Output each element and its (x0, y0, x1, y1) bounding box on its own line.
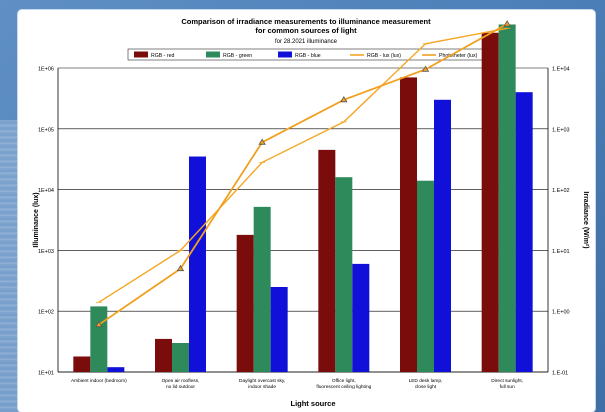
bar-rgb-blue (270, 287, 288, 372)
bar-rgb-green (417, 180, 434, 372)
y-tick-label-left: 1E+02 (38, 310, 54, 316)
legend-label: RGB - blue (295, 53, 321, 59)
x-tick-label: Open air roofless, no lid outdoor (162, 378, 200, 390)
line-marker (421, 65, 430, 72)
series-line-rgb-lux-lux- (98, 27, 508, 303)
y-tick-label-right: 1.E+00 (552, 310, 570, 316)
legend-swatch (206, 51, 220, 58)
x-tick-label: Direct sunlight, full sun (491, 378, 523, 390)
y-tick-label-right: 1.E+01 (552, 249, 570, 255)
legend-label: RGB - lux (lux) (367, 53, 401, 59)
axis-labels: 1E+01 1.E-01 1E+02 1.E+00 1E+03 1.E+01 1E+04 1.… (38, 67, 570, 391)
y-axis-title-right: Irradiance (W/m²) (582, 191, 589, 248)
lines (95, 20, 511, 328)
bar-rgb-red (400, 77, 417, 373)
y-tick-label-right: 1.E+04 (552, 67, 570, 73)
y-tick-label-right: 1.E-01 (552, 371, 568, 377)
bar-rgb-red (155, 338, 172, 372)
bar-rgb-green (253, 206, 271, 372)
x-tick-label: Ambient indoor (bedroom) (71, 378, 127, 384)
y-tick-label-left: 1E+04 (38, 188, 54, 194)
bar-rgb-blue (189, 156, 206, 372)
legend-label: Photometer (lux) (439, 53, 478, 59)
x-tick-label: Office light, fluorescent ceiling lightin… (316, 378, 371, 390)
bar-rgb-red (236, 234, 254, 372)
bar-rgb-red (73, 356, 91, 372)
legend-swatch (134, 51, 148, 58)
y-tick-label-right: 1.E+02 (552, 188, 570, 194)
bar-rgb-green (335, 177, 353, 372)
bars (73, 24, 533, 373)
bar-rgb-blue (515, 92, 533, 372)
series-line-photometer-lux- (98, 23, 508, 326)
line-marker (258, 138, 266, 145)
line-marker (503, 20, 511, 27)
y-tick-label-right: 1.E+03 (552, 127, 570, 133)
y-axis-title-left: Illuminance (lux) (33, 192, 40, 247)
line-marker (95, 320, 103, 328)
axes (57, 68, 549, 373)
legend-label: RGB - red (151, 53, 174, 59)
gridlines (58, 67, 548, 373)
bar-rgb-blue (107, 367, 125, 372)
legend-label: RGB - green (223, 53, 252, 59)
chart-subtitle: for 28.2021 illuminance (275, 39, 338, 45)
chart-title: Comparison of irradiance measurements to… (181, 17, 431, 35)
bar-rgb-green (172, 342, 189, 372)
line-marker (340, 96, 348, 103)
background-texture (0, 120, 22, 412)
bar-rgb-red (481, 32, 499, 373)
legend-swatch (278, 51, 292, 58)
bar-rgb-green (498, 24, 516, 372)
y-tick-label-left: 1E+05 (38, 127, 54, 133)
y-tick-label-left: 1E+06 (38, 67, 54, 73)
x-tick-label: Daylight overcast sky, indoor shade (239, 378, 285, 390)
x-axis-title: Light source (290, 399, 335, 408)
bar-rgb-red (318, 149, 336, 372)
chart-frame: Comparison of irradiance measurements to… (18, 10, 595, 412)
bar-rgb-blue (352, 263, 370, 372)
y-tick-label-left: 1E+03 (38, 249, 54, 255)
line-marker (176, 264, 185, 272)
legend: RGB - red RGB - green RGB - blue RGB - lux … (127, 48, 489, 61)
x-tick-label: LED desk lamp, close light (409, 378, 443, 390)
bar-rgb-blue (434, 99, 451, 373)
chart-svg: Comparison of irradiance measurements to… (33, 17, 589, 408)
bar-rgb-green (90, 306, 108, 372)
y-tick-label-left: 1E+01 (38, 371, 54, 377)
